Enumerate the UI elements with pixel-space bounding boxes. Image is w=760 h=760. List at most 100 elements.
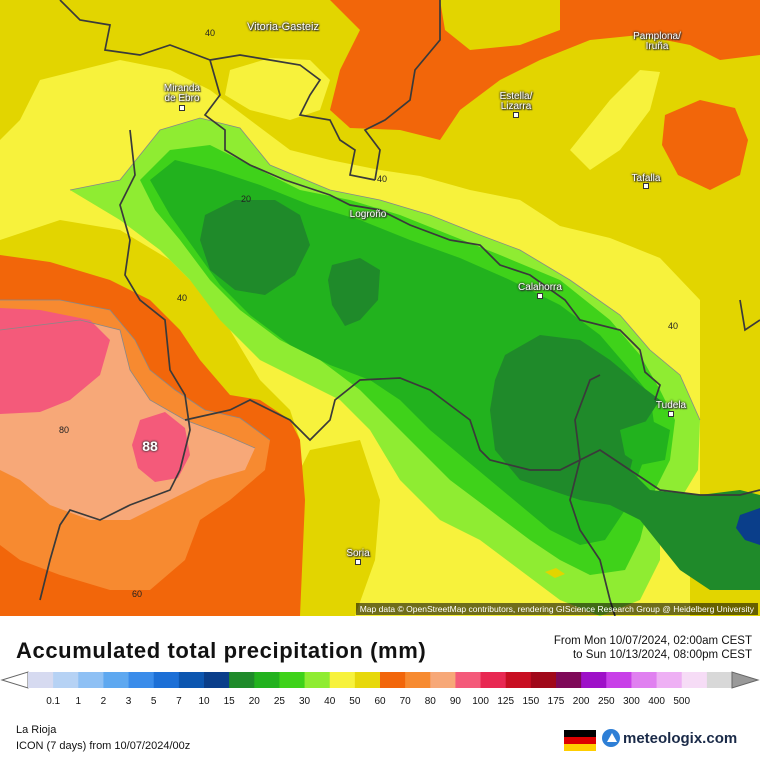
map-attribution[interactable]: Map data © OpenStreetMap contributors, r…: [355, 603, 758, 615]
city-label-logrono: Logroño: [349, 209, 387, 220]
contour-label: 80: [58, 425, 70, 435]
field-50-60-north-yellow-gap: [440, 0, 560, 50]
legend-swatch: [354, 672, 381, 688]
legend-swatch: [254, 672, 280, 688]
field-50-60-east-blob: [662, 100, 748, 190]
forecast-period: From Mon 10/07/2024, 02:00am CEST to Sun…: [554, 634, 752, 662]
field-7-10: [736, 508, 760, 545]
legend-tick-label: 25: [273, 696, 285, 707]
city-dot-calahorra: [537, 293, 543, 299]
field-80-90-west: [0, 308, 110, 414]
legend-labels: 0.1 1 2 3 5 7 10 15 20 25 30 40 50 60 70 80 90 100 125 150 1…: [0, 696, 760, 710]
field-50-60-northeast: [330, 0, 760, 140]
field-40-50-north-yellow: [225, 58, 330, 120]
city-label-estella-lizarra: Estella/ Lizarra: [499, 91, 533, 112]
contour-label: 40: [176, 293, 188, 303]
legend-swatch: [480, 672, 507, 688]
field-40-50-south: [300, 440, 380, 616]
legend-tick-label: 0.1: [46, 696, 61, 707]
city-dot-soria: [355, 559, 361, 565]
legend-swatch: [606, 672, 632, 688]
legend-tick-label: 15: [223, 696, 235, 707]
meteologix-icon: [602, 729, 620, 747]
legend-tick-label: 2: [100, 696, 107, 707]
contour-label: 40: [204, 28, 216, 38]
legend-tick-label: 50: [349, 696, 361, 707]
field-10-15-c-hole: [620, 420, 670, 465]
city-label-pamplona-iruna: Pamplona/ Iruña: [633, 31, 681, 52]
legend-swatch: [681, 672, 708, 688]
legend-tick-label: 80: [424, 696, 436, 707]
legend-tick-label: 30: [299, 696, 311, 707]
city-label-tudela: Tudela: [655, 400, 687, 411]
legend-swatch: [304, 672, 331, 688]
legend-swatch: [329, 672, 356, 688]
max-value-label: 88: [142, 438, 158, 454]
period-from: From Mon 10/07/2024, 02:00am CEST: [553, 635, 752, 647]
legend-swatch: [103, 672, 130, 688]
map-canvas: [0, 0, 760, 616]
legend-swatch: [556, 672, 582, 688]
legend-swatch: [204, 672, 230, 688]
legend-swatch: [128, 672, 155, 688]
legend-tick-label: 3: [125, 696, 132, 707]
legend-arrow-left: [0, 671, 29, 689]
field-small-spot: [545, 568, 565, 578]
legend-swatch: [78, 672, 104, 688]
legend-swatch: [631, 672, 658, 688]
period-to: to Sun 10/13/2024, 08:00pm CEST: [572, 649, 752, 661]
legend-swatch: [229, 672, 255, 688]
legend-tick-label: 10: [198, 696, 210, 707]
contour-label: 40: [667, 321, 679, 331]
model-label: ICON (7 days) from 10/07/2024/00z: [16, 740, 191, 752]
contour-lines: [0, 117, 701, 449]
footer: Accumulated total precipitation (mm) Fro…: [0, 616, 760, 760]
legend-tick-label: 250: [597, 696, 615, 707]
legend-swatch: [530, 672, 557, 688]
legend-swatch: [581, 672, 607, 688]
legend-swatch: [505, 672, 532, 688]
legend-swatch: [279, 672, 306, 688]
legend-swatch: [153, 672, 180, 688]
legend-tick-label: 1: [75, 696, 82, 707]
city-dot-tafalla: [643, 183, 649, 189]
legend-tick-label: 500: [673, 696, 691, 707]
legend-tick-label: 200: [572, 696, 590, 707]
chart-title: Accumulated total precipitation (mm): [16, 638, 427, 663]
city-label-calahorra: Calahorra: [518, 282, 562, 293]
brand-logo[interactable]: meteologix.com: [602, 729, 737, 747]
region-label: La Rioja: [16, 724, 57, 736]
legend-swatch: [380, 672, 406, 688]
city-label-tafalla: Tafalla: [631, 173, 661, 184]
legend-tick-label: 60: [374, 696, 386, 707]
legend-tick-label: 20: [248, 696, 260, 707]
legend-arrow-right: [731, 671, 760, 689]
legend-tick-label: 300: [623, 696, 640, 707]
city-label-miranda-de-ebro: Miranda de Ebro: [163, 83, 201, 104]
legend-tick-label: 150: [522, 696, 540, 707]
legend-tick-label: 175: [547, 696, 565, 707]
legend-tick-label: 125: [497, 696, 515, 707]
legend-tick-label: 40: [324, 696, 336, 707]
field-10-15-c: [490, 335, 760, 590]
legend-swatch: [405, 672, 431, 688]
legend-swatch: [430, 672, 456, 688]
city-dot-miranda-de-ebro: [179, 105, 185, 111]
city-dot-tudela: [668, 411, 674, 417]
city-label-soria: Soria: [346, 548, 370, 559]
city-dot-estella-lizarra: [513, 112, 519, 118]
legend-swatch: [178, 672, 205, 688]
legend-tick-label: 70: [399, 696, 411, 707]
contour-label: 20: [240, 194, 252, 204]
legend-tick-label: 400: [648, 696, 665, 707]
precipitation-map[interactable]: Vitoria-Gasteiz Pamplona/ Iruña Miranda …: [0, 0, 760, 616]
city-label-vitoria-gasteiz: Vitoria-Gasteiz: [247, 21, 319, 33]
legend-tick-label: 90: [449, 696, 461, 707]
legend-tick-label: 100: [472, 696, 489, 707]
legend-swatch: [53, 672, 79, 688]
legend-swatch: [656, 672, 683, 688]
admin-borders: [39, 0, 760, 616]
field-40-50-north: [0, 0, 760, 338]
color-legend: [0, 671, 760, 689]
contour-label: 40: [376, 174, 388, 184]
